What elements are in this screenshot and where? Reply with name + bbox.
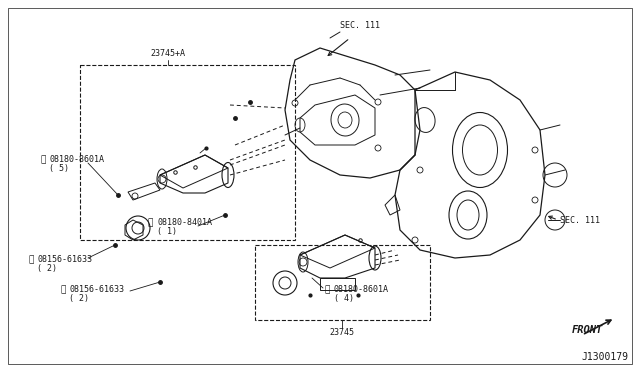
Text: 08180-8601A: 08180-8601A bbox=[334, 285, 389, 294]
Text: 08156-61633: 08156-61633 bbox=[37, 255, 92, 264]
Bar bbox=[80, 65, 295, 240]
Text: Ⓑ: Ⓑ bbox=[148, 218, 154, 227]
Text: 23745+A: 23745+A bbox=[150, 49, 186, 58]
Text: 08180-8601A: 08180-8601A bbox=[49, 155, 104, 164]
Text: SEC. 111: SEC. 111 bbox=[340, 21, 380, 30]
Bar bbox=[255, 245, 430, 320]
Text: FRONT: FRONT bbox=[572, 325, 604, 335]
Text: ( 5): ( 5) bbox=[49, 164, 69, 173]
Text: 08180-8401A: 08180-8401A bbox=[157, 218, 212, 227]
Text: ( 4): ( 4) bbox=[334, 294, 354, 303]
Text: Ⓑ: Ⓑ bbox=[60, 285, 65, 294]
Text: 23745: 23745 bbox=[330, 328, 355, 337]
Text: 08156-61633: 08156-61633 bbox=[69, 285, 124, 294]
Text: Ⓑ: Ⓑ bbox=[40, 155, 45, 164]
Text: Ⓑ: Ⓑ bbox=[325, 285, 330, 294]
Text: Ⓑ: Ⓑ bbox=[28, 255, 33, 264]
Text: SEC. 111: SEC. 111 bbox=[560, 215, 600, 224]
Text: J1300179: J1300179 bbox=[581, 352, 628, 362]
Text: ( 2): ( 2) bbox=[37, 264, 57, 273]
Text: ( 1): ( 1) bbox=[157, 227, 177, 236]
Text: ( 2): ( 2) bbox=[69, 294, 89, 303]
